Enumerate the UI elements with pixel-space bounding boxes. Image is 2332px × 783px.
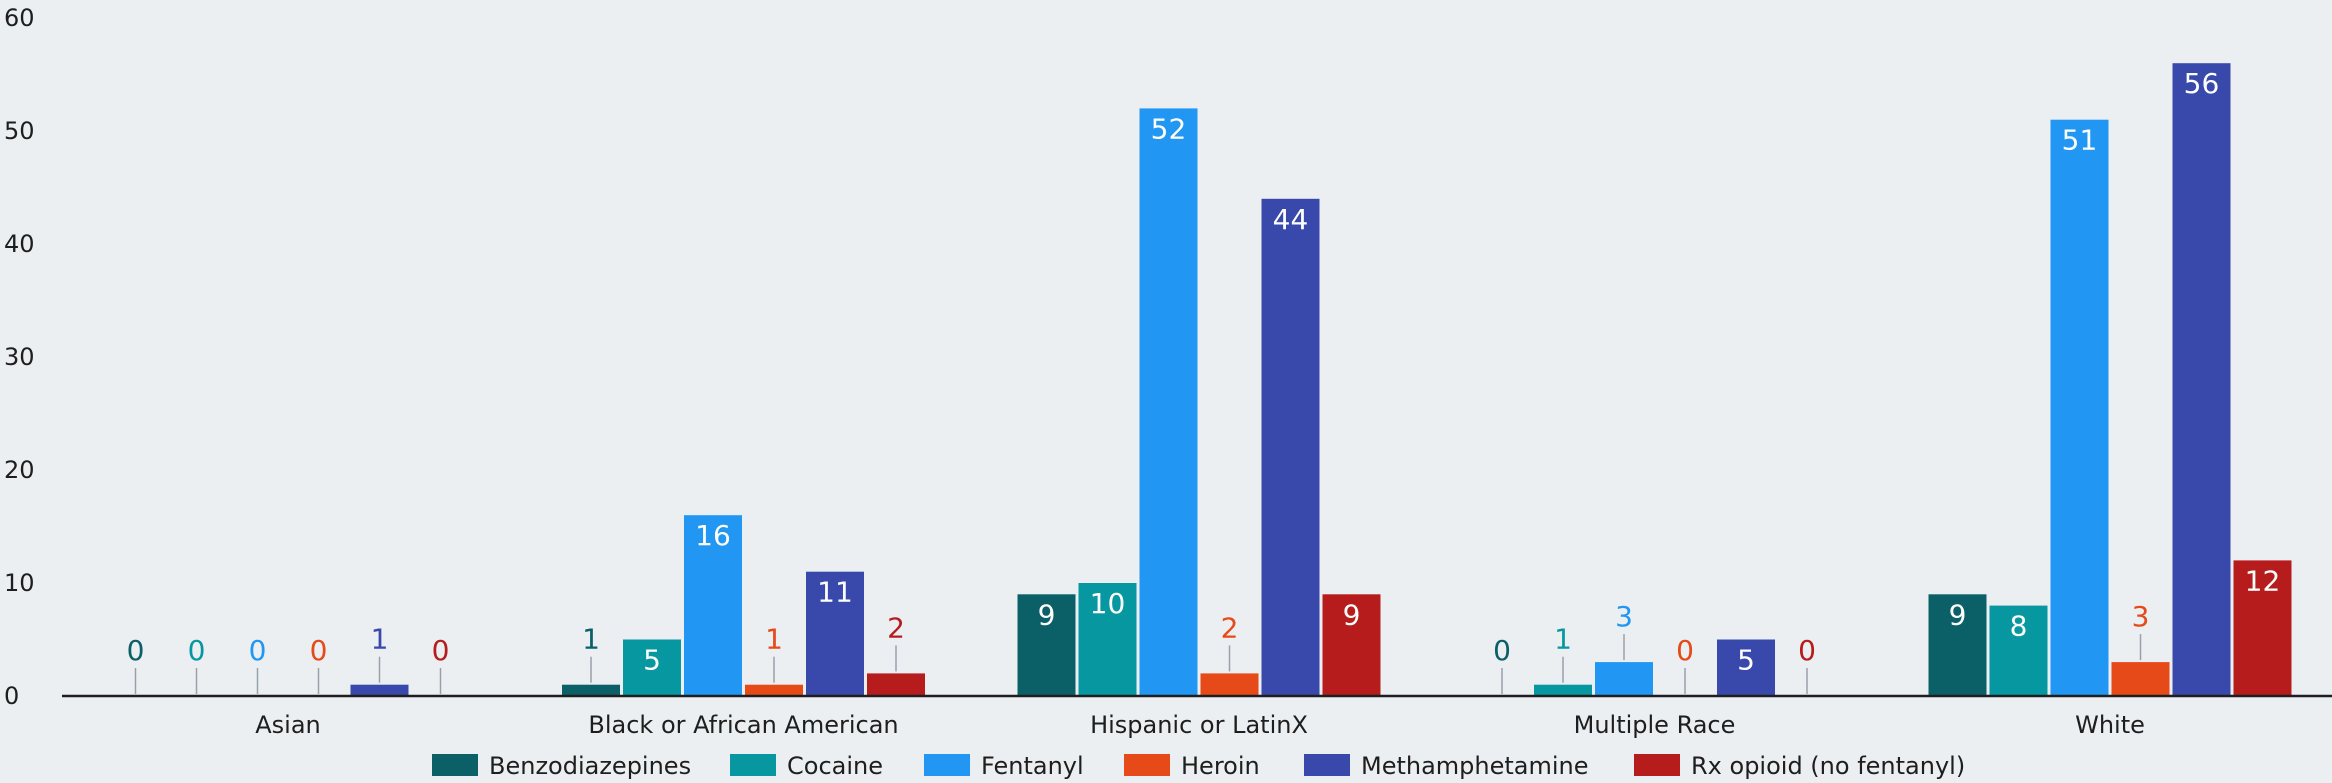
data-label: 9 [1949, 598, 1967, 631]
data-label: 5 [643, 644, 661, 677]
data-label: 0 [188, 634, 206, 667]
data-label: 1 [582, 623, 600, 656]
bar [1322, 594, 1381, 696]
legend-item: Benzodiazepines [432, 752, 691, 780]
x-tick-label: Black or African American [588, 711, 898, 739]
data-label: 12 [2245, 564, 2281, 597]
data-label: 2 [887, 611, 905, 644]
legend-swatch [1304, 754, 1350, 776]
data-label: 8 [2010, 610, 2028, 643]
data-label: 3 [2132, 600, 2150, 633]
bar [2050, 119, 2109, 696]
bar [562, 684, 620, 696]
bar [1017, 594, 1076, 696]
bar [1139, 108, 1198, 696]
data-label: 1 [371, 623, 389, 656]
data-label: 2 [1221, 611, 1239, 644]
bar-group: 0 0 0 0 1 0 [127, 623, 450, 696]
y-tick-label: 10 [4, 569, 35, 597]
data-label: 0 [1798, 634, 1816, 667]
legend-label: Heroin [1181, 752, 1260, 780]
bar [350, 684, 409, 696]
bar [1989, 605, 2048, 696]
data-label: 0 [1493, 634, 1511, 667]
y-tick-label: 30 [4, 343, 35, 371]
data-label: 52 [1151, 112, 1187, 145]
data-label: 0 [432, 634, 450, 667]
legend-item: Methamphetamine [1304, 752, 1589, 780]
bar-group: 9 8 51 3 56 12 [1928, 63, 2292, 696]
bar [1928, 594, 1987, 696]
y-tick-label: 60 [4, 4, 35, 32]
data-label: 3 [1615, 600, 1633, 633]
legend-item: Rx opioid (no fentanyl) [1634, 752, 1965, 780]
legend-swatch [432, 754, 478, 776]
bar [1261, 198, 1320, 697]
data-label: 0 [127, 634, 145, 667]
legend-item: Cocaine [730, 752, 883, 780]
data-label: 1 [1554, 623, 1572, 656]
legend-swatch [1124, 754, 1170, 776]
legend-item: Heroin [1124, 752, 1260, 780]
bar [867, 673, 925, 696]
bar [806, 571, 864, 696]
legend: Benzodiazepines Cocaine Fentanyl Heroin Meth… [432, 752, 1965, 780]
data-label: 9 [1038, 598, 1056, 631]
data-label: 16 [695, 519, 731, 552]
data-label: 56 [2184, 67, 2220, 100]
legend-label: Benzodiazepines [489, 752, 691, 780]
bar-group: 0 1 3 0 5 0 [1493, 600, 1816, 696]
legend-label: Cocaine [787, 752, 883, 780]
data-label: 51 [2062, 124, 2098, 157]
legend-label: Methamphetamine [1361, 752, 1589, 780]
bar [1717, 639, 1775, 696]
data-label: 44 [1273, 203, 1309, 236]
data-label: 0 [1676, 634, 1694, 667]
bar [1595, 662, 1653, 696]
legend-swatch [730, 754, 776, 776]
bar [1200, 673, 1259, 696]
x-tick-label: White [2075, 711, 2145, 739]
legend-label: Fentanyl [981, 752, 1084, 780]
x-tick-label: Multiple Race [1574, 711, 1736, 739]
legend-swatch [924, 754, 970, 776]
data-label: 0 [310, 634, 328, 667]
data-label: 10 [1090, 587, 1126, 620]
data-label: 11 [817, 576, 853, 609]
bar-group: 9 10 52 2 44 9 [1017, 108, 1381, 697]
bar [2111, 662, 2170, 696]
bar [745, 684, 803, 696]
x-tick-label: Asian [255, 711, 321, 739]
x-axis: Asian Black or African American Hispanic o… [255, 711, 2145, 739]
legend-label: Rx opioid (no fentanyl) [1691, 752, 1965, 780]
y-tick-label: 0 [4, 682, 19, 710]
data-label: 1 [765, 623, 783, 656]
bar [2172, 63, 2231, 696]
y-axis: 0 10 20 30 40 50 60 [4, 4, 35, 710]
bar [1534, 684, 1592, 696]
data-label: 5 [1737, 644, 1755, 677]
y-tick-label: 20 [4, 456, 35, 484]
data-label: 9 [1343, 598, 1361, 631]
legend-swatch [1634, 754, 1680, 776]
y-tick-label: 50 [4, 117, 35, 145]
bar [623, 639, 681, 696]
x-tick-label: Hispanic or LatinX [1090, 711, 1308, 739]
legend-item: Fentanyl [924, 752, 1084, 780]
bar [684, 515, 742, 696]
bar [2233, 560, 2292, 696]
bar [1078, 583, 1137, 696]
data-label: 0 [249, 634, 267, 667]
y-tick-label: 40 [4, 230, 35, 258]
